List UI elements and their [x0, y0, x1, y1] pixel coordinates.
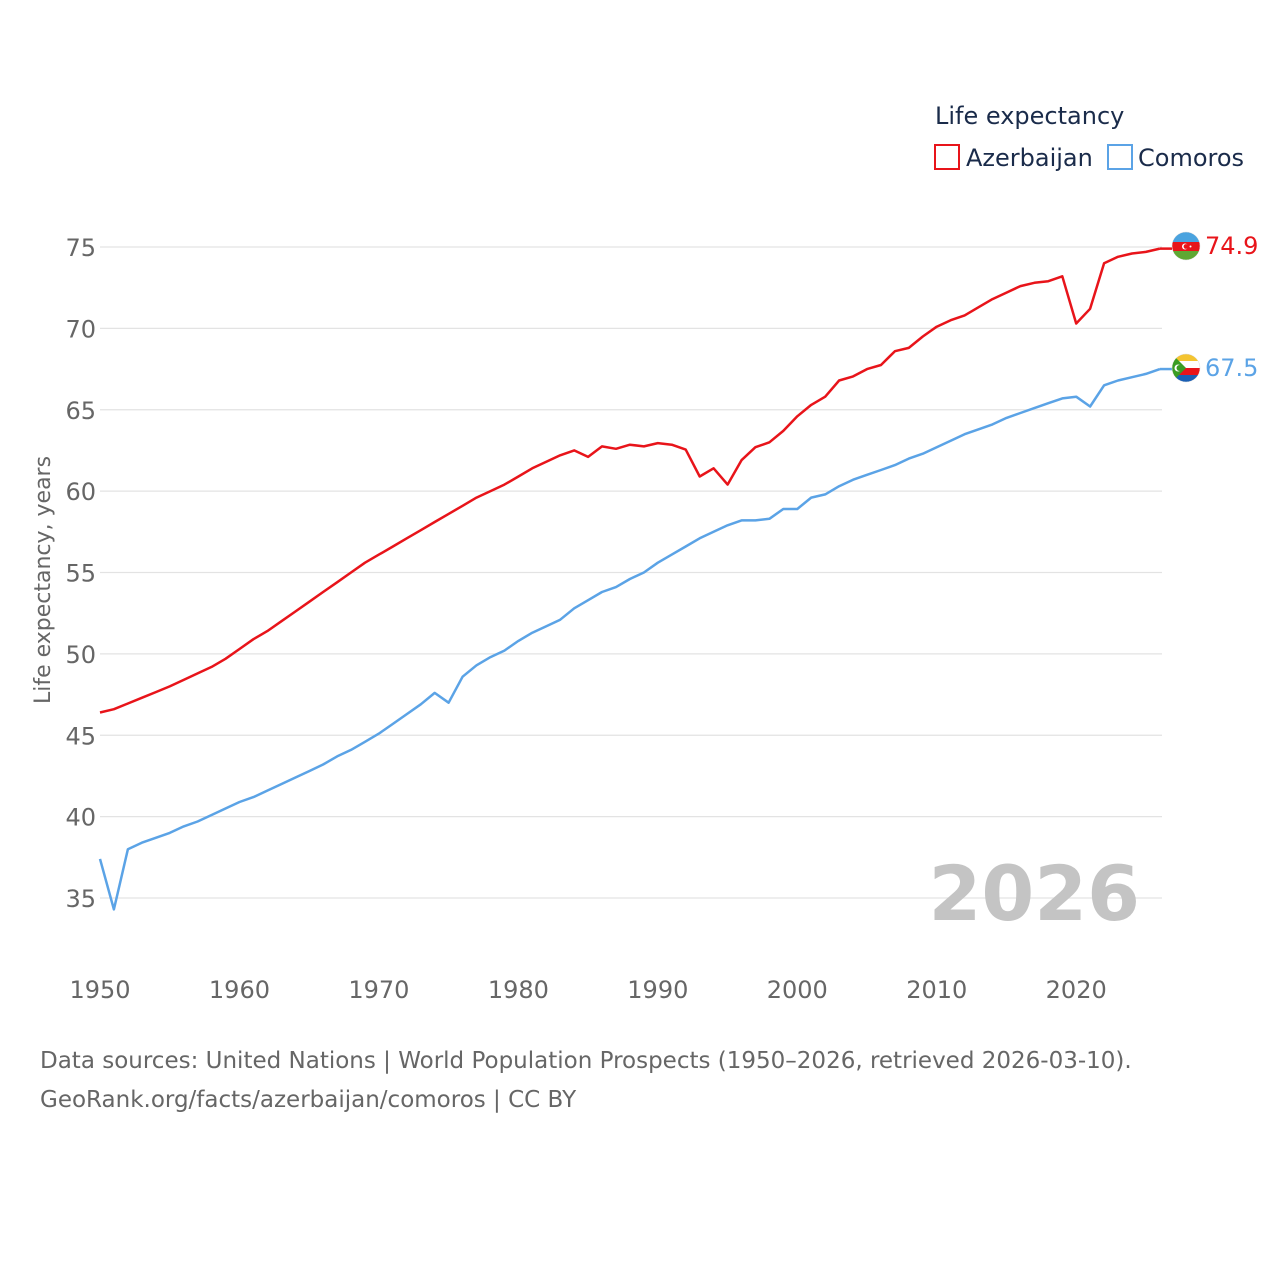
y-tick-label: 40 — [65, 804, 96, 832]
y-axis-ticks: 35 40 45 50 55 60 65 70 75 — [65, 234, 96, 913]
legend-item-azerbaijan[interactable]: Azerbaijan — [934, 144, 1093, 172]
legend-item-comoros[interactable]: Comoros — [1107, 144, 1244, 172]
source-note: Data sources: United Nations | World Pop… — [40, 1042, 1260, 1120]
y-tick-label: 35 — [65, 885, 96, 913]
legend-label-azerbaijan: Azerbaijan — [966, 144, 1093, 172]
y-tick-label: 45 — [65, 722, 96, 750]
legend-title: Life expectancy — [935, 102, 1124, 130]
x-tick-label: 2010 — [906, 976, 967, 1004]
y-tick-label: 50 — [65, 641, 96, 669]
comoros-flag-icon — [1172, 354, 1200, 382]
x-tick-label: 1980 — [488, 976, 549, 1004]
x-axis-ticks: 1950 1960 1970 1980 1990 2000 2010 2020 — [69, 976, 1106, 1004]
x-tick-label: 1950 — [69, 976, 130, 1004]
x-tick-label: 2000 — [767, 976, 828, 1004]
series-lines — [98, 247, 1172, 911]
x-tick-label: 1990 — [627, 976, 688, 1004]
comoros-flag-border — [1171, 353, 1201, 383]
x-tick-label: 2020 — [1046, 976, 1107, 1004]
gridlines — [100, 246, 1162, 899]
attribution-link[interactable]: GeoRank.org/facts/azerbaijan/comoros | C… — [40, 1087, 577, 1113]
y-tick-label: 70 — [65, 315, 96, 343]
end-value-label-comoros: 67.5 — [1205, 354, 1258, 382]
series-line-azerbaijan[interactable] — [99, 247, 1161, 714]
y-axis-title: Life expectancy, years — [31, 456, 56, 704]
y-tick-label: 55 — [65, 560, 96, 588]
x-tick-label: 1960 — [209, 976, 270, 1004]
legend-swatch-azerbaijan — [934, 144, 960, 170]
legend-swatch-comoros — [1107, 144, 1133, 170]
azerbaijan-flag-border — [1171, 231, 1201, 261]
data-source-text: Data sources: United Nations | World Pop… — [40, 1048, 1132, 1074]
legend-label-comoros: Comoros — [1138, 144, 1244, 172]
y-tick-label: 60 — [65, 478, 96, 506]
year-watermark: 2026 — [928, 849, 1140, 938]
y-tick-label: 75 — [65, 234, 96, 262]
azerbaijan-flag-icon — [1172, 232, 1200, 260]
x-tick-label: 1970 — [348, 976, 409, 1004]
y-tick-label: 65 — [65, 397, 96, 425]
series-line-comoros[interactable] — [98, 367, 1161, 911]
end-value-label-azerbaijan: 74.9 — [1205, 232, 1258, 260]
line-chart: Life expectancy Azerbaijan Comoros 35 40 4… — [31, 102, 1258, 1004]
